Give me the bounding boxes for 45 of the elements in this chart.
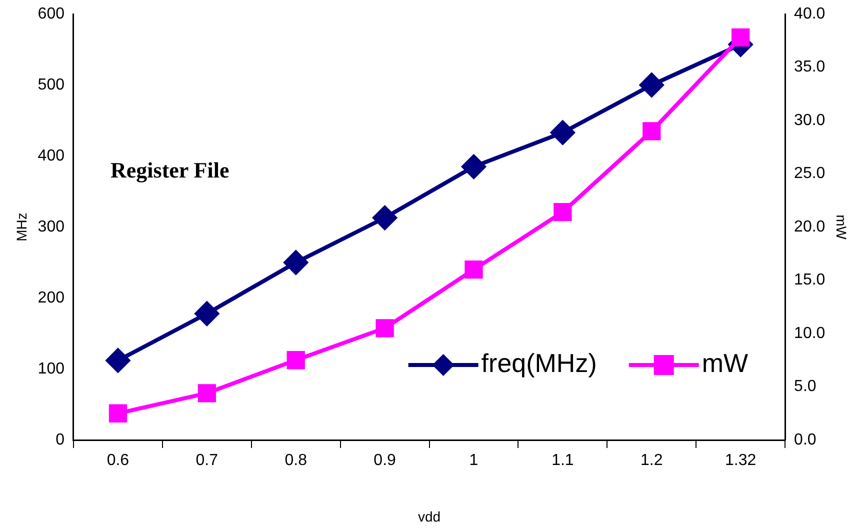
point xyxy=(732,28,750,46)
point xyxy=(464,260,483,279)
x-tick-label: 0.6 xyxy=(106,452,130,470)
point xyxy=(550,120,575,145)
y-tick-label: 400 xyxy=(38,147,65,164)
point xyxy=(554,203,572,222)
y2-tick-label: 0.0 xyxy=(794,431,816,448)
point xyxy=(462,154,486,179)
legend-label: freq(MHz) xyxy=(481,348,597,378)
x-tick-label: 1.1 xyxy=(552,452,574,470)
point xyxy=(376,319,394,338)
point xyxy=(108,404,128,422)
x-tick-label: 0.9 xyxy=(374,452,396,470)
x-tick-label: 0.7 xyxy=(196,452,218,470)
point xyxy=(198,384,216,402)
y2-tick-label: 15.0 xyxy=(794,272,826,289)
legend-label: mW xyxy=(702,348,749,378)
y2-axis-title: mW xyxy=(834,214,850,240)
y-axis-title: MHz xyxy=(13,212,30,242)
point xyxy=(640,73,664,97)
point xyxy=(642,122,661,140)
x-tick-label: 0.8 xyxy=(284,452,308,470)
y-tick-label: 500 xyxy=(38,76,65,94)
y2-tick-label: 20.0 xyxy=(794,218,826,236)
y-tick-label: 200 xyxy=(38,289,65,306)
y2-tick-label: 25.0 xyxy=(794,165,826,182)
y-tick-label: 0 xyxy=(56,431,65,448)
point xyxy=(372,206,397,230)
point xyxy=(194,302,219,326)
point xyxy=(286,351,305,370)
x-axis-title: vdd xyxy=(418,508,441,524)
point xyxy=(284,250,308,274)
y-tick-label: 600 xyxy=(38,5,65,22)
annotation: Register File xyxy=(110,158,230,183)
y2-tick-label: 35.0 xyxy=(794,58,826,76)
point xyxy=(106,348,130,372)
x-tick-label: 1.32 xyxy=(725,452,756,470)
y2-tick-label: 30.0 xyxy=(794,112,826,129)
x-tick-label: 1.2 xyxy=(640,452,663,470)
y2-tick-label: 10.0 xyxy=(794,324,826,342)
x-tick-label: 1 xyxy=(469,452,478,470)
y-tick-label: 300 xyxy=(38,218,65,236)
y-tick-label: 100 xyxy=(38,360,65,378)
y2-tick-label: 5.0 xyxy=(794,378,816,396)
y2-tick-label: 40.0 xyxy=(794,5,826,22)
